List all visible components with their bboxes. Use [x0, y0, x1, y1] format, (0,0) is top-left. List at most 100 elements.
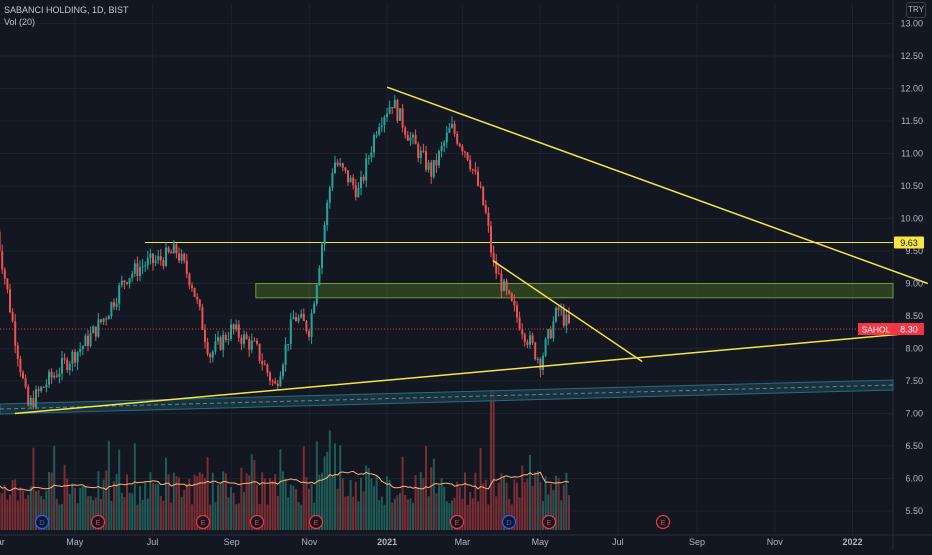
volume-bar: [219, 482, 222, 530]
candle-body: [1, 251, 4, 270]
candle-body: [48, 371, 50, 385]
event-marker-circle: [541, 514, 557, 530]
candle-body: [495, 260, 498, 274]
event-marker-circle: [655, 514, 671, 530]
candle-body: [315, 285, 318, 304]
volume-bar: [406, 499, 409, 530]
volume-bar: [393, 498, 396, 530]
volume-bar: [128, 492, 131, 530]
volume-bar: [383, 504, 386, 530]
candle-body: [510, 293, 513, 301]
candle-body: [469, 159, 472, 170]
candle-body: [479, 185, 482, 187]
price-tick-label: 8.50: [905, 311, 923, 321]
candle-body: [230, 324, 232, 340]
candle-body: [248, 339, 251, 350]
volume-bar: [497, 482, 500, 530]
price-tick-label: 13.00: [900, 19, 923, 29]
event-marker-circle: [195, 514, 211, 530]
candle-body: [133, 263, 136, 274]
candle-body: [529, 335, 531, 345]
price-tick-label: 6.50: [905, 441, 923, 451]
candle-body: [354, 185, 357, 198]
volume-bar: [523, 482, 526, 530]
candle-body: [417, 144, 420, 159]
support-channel-band: [0, 379, 894, 415]
candle-body: [555, 307, 557, 322]
volume-bar: [391, 502, 394, 530]
volume-bar: [48, 471, 50, 530]
volume-bar: [92, 500, 95, 530]
volume-bar: [279, 449, 282, 530]
volume-bar: [562, 484, 565, 530]
volume-bar: [380, 496, 383, 530]
time-axis: Mar May Jul Sep Nov 2021 Mar May Jul Sep Nov 2022: [0, 537, 863, 547]
volume-bar: [289, 484, 292, 530]
volume-bar: [193, 474, 196, 530]
volume-bar: [230, 487, 232, 530]
volume-bar: [552, 490, 555, 530]
volume-bar: [269, 478, 271, 530]
volume-bar: [479, 447, 482, 530]
price-tick-label: 7.00: [905, 409, 923, 419]
resistance-zone: [255, 283, 894, 299]
candle-body: [136, 263, 139, 277]
volume-bar: [222, 471, 225, 530]
volume-bar: [84, 485, 87, 530]
volume-bar: [0, 492, 1, 530]
candle-body: [113, 302, 115, 307]
candle-body: [198, 299, 201, 308]
volume-bar: [518, 497, 521, 530]
candle-body: [243, 334, 245, 344]
candle-body: [536, 358, 539, 360]
volume-bar: [146, 498, 149, 530]
candle-body: [318, 267, 321, 286]
volume-bar: [427, 496, 430, 530]
candle-body: [120, 280, 123, 286]
currency-button[interactable]: TRY: [906, 2, 926, 18]
candle-body: [6, 278, 9, 290]
candle-body: [261, 360, 264, 365]
volume-bar: [347, 495, 349, 530]
volume-bar: [97, 471, 100, 530]
volume-bar: [526, 478, 529, 530]
volume-bar: [198, 472, 201, 530]
volume-bar: [414, 475, 417, 530]
volume-bar: [170, 502, 173, 530]
candle-body: [347, 170, 349, 183]
volume-bar: [300, 504, 303, 530]
candle-body: [102, 318, 105, 323]
price-tick-label: 9.50: [905, 246, 923, 256]
candle-body: [110, 302, 113, 317]
candle-body: [159, 255, 162, 261]
candle-body: [245, 334, 248, 340]
volume-bar: [375, 475, 378, 530]
volume-bar: [464, 472, 466, 530]
volume-bar: [113, 481, 115, 530]
candle-body: [42, 386, 45, 388]
volume-bar: [206, 457, 209, 530]
volume-bar: [401, 456, 404, 530]
volume-bar: [63, 464, 66, 530]
volume-bar: [162, 500, 165, 530]
candle-body: [367, 157, 370, 159]
price-tick-label: 11.00: [901, 149, 923, 159]
price-tick-label: 12.00: [900, 84, 923, 94]
candle-body: [484, 204, 487, 213]
volume-bar: [565, 472, 568, 530]
candle-body: [237, 324, 240, 338]
volume-bar: [248, 475, 251, 530]
volume-bar: [539, 482, 542, 530]
volume-bar: [180, 496, 183, 530]
candle-body: [516, 305, 518, 318]
volume-bar: [19, 487, 22, 530]
volume-bar: [204, 478, 206, 530]
time-tick-label: Jul: [147, 537, 159, 547]
candle-body: [180, 253, 183, 261]
candle-body: [422, 150, 425, 152]
candle-body: [409, 137, 412, 141]
volume-bar: [159, 495, 162, 530]
